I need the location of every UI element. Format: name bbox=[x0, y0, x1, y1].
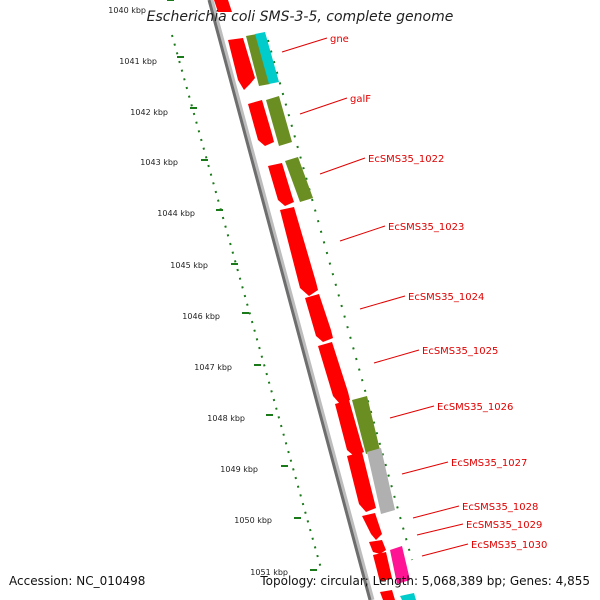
olive-feature-gne[interactable] bbox=[246, 34, 270, 86]
cds-feature-1027[interactable] bbox=[347, 452, 376, 512]
genome-backbone bbox=[207, 0, 372, 600]
gene-label[interactable]: EcSMS35_1027 bbox=[451, 458, 527, 469]
kbp-tick-label: 1051 kbp bbox=[250, 568, 288, 577]
gene-leader-line bbox=[416, 523, 464, 536]
gene-label[interactable]: EcSMS35_1029 bbox=[466, 520, 542, 531]
cds-feature-bottom[interactable] bbox=[380, 590, 395, 600]
map-title: Escherichia coli SMS-3-5, complete genom… bbox=[146, 9, 454, 25]
gene-label[interactable]: EcSMS35_1030 bbox=[471, 540, 547, 551]
gene-label[interactable]: EcSMS35_1023 bbox=[388, 222, 464, 233]
kbp-tick-label: 1044 kbp bbox=[157, 209, 195, 218]
cds-feature-1025[interactable] bbox=[318, 342, 350, 404]
cds-feature-galf[interactable] bbox=[248, 100, 274, 146]
olive-feature-1022[interactable] bbox=[285, 157, 313, 202]
cds-feature-1023[interactable] bbox=[280, 207, 318, 296]
gene-label[interactable]: EcSMS35_1025 bbox=[422, 346, 498, 357]
cds-feature-1029[interactable] bbox=[369, 540, 386, 554]
cds-feature-1028[interactable] bbox=[362, 513, 382, 540]
cds-feature-gne[interactable] bbox=[228, 38, 255, 90]
cds-feature-1026[interactable] bbox=[335, 400, 364, 456]
accession-text: Accession: NC_010498 bbox=[9, 574, 146, 588]
gene-leader-line bbox=[389, 405, 435, 419]
gene-leader-line bbox=[319, 157, 366, 175]
kbp-tick-label: 1040 kbp bbox=[108, 6, 146, 15]
gene-label[interactable]: EcSMS35_1022 bbox=[368, 154, 444, 165]
gene-label[interactable]: gne bbox=[330, 34, 349, 45]
cds-feature-1030[interactable] bbox=[373, 552, 392, 582]
gene-label[interactable]: EcSMS35_1026 bbox=[437, 402, 513, 413]
genome-backbone-shadow bbox=[208, 0, 375, 600]
cyan-feature-gne[interactable] bbox=[255, 32, 279, 84]
gene-leader-line bbox=[281, 37, 328, 53]
cds-feature-1022[interactable] bbox=[268, 163, 294, 206]
grey-feature-1027[interactable] bbox=[367, 448, 395, 514]
kbp-tick-label: 1048 kbp bbox=[207, 414, 245, 423]
kbp-tick-label: 1050 kbp bbox=[234, 516, 272, 525]
outer-tick-ring bbox=[267, 39, 413, 561]
cds-feature-forward-1[interactable] bbox=[214, 0, 232, 12]
olive-feature-galf[interactable] bbox=[266, 96, 292, 146]
kbp-tick-label: 1043 kbp bbox=[140, 158, 178, 167]
olive-feature-1026[interactable] bbox=[352, 396, 380, 454]
gene-leader-line bbox=[401, 461, 449, 475]
kbp-tick-label: 1045 kbp bbox=[170, 261, 208, 270]
inner-tick-ring bbox=[171, 34, 323, 573]
kbp-tick-label: 1047 kbp bbox=[194, 363, 232, 372]
kbp-tick-label: 1046 kbp bbox=[182, 312, 220, 321]
kbp-tick-label: 1041 kbp bbox=[119, 57, 157, 66]
cds-feature-1024[interactable] bbox=[305, 294, 333, 342]
gene-label[interactable]: EcSMS35_1028 bbox=[462, 502, 538, 513]
kbp-tick-label: 1049 kbp bbox=[220, 465, 258, 474]
gene-leader-line bbox=[421, 543, 469, 557]
gene-leader-line bbox=[412, 505, 460, 519]
pink-feature-1030[interactable] bbox=[390, 546, 410, 584]
gene-label[interactable]: galF bbox=[350, 94, 371, 105]
kbp-tick-label: 1042 kbp bbox=[130, 108, 168, 117]
gene-leader-line bbox=[339, 225, 386, 242]
gene-leader-line bbox=[359, 295, 406, 310]
gene-leader-line bbox=[299, 97, 348, 115]
gene-label[interactable]: EcSMS35_1024 bbox=[408, 292, 484, 303]
cyan-feature-bottom[interactable] bbox=[400, 593, 416, 600]
genome-summary-text: Topology: circular; Length: 5,068,389 bp… bbox=[260, 574, 590, 588]
gene-leader-line bbox=[373, 349, 420, 364]
